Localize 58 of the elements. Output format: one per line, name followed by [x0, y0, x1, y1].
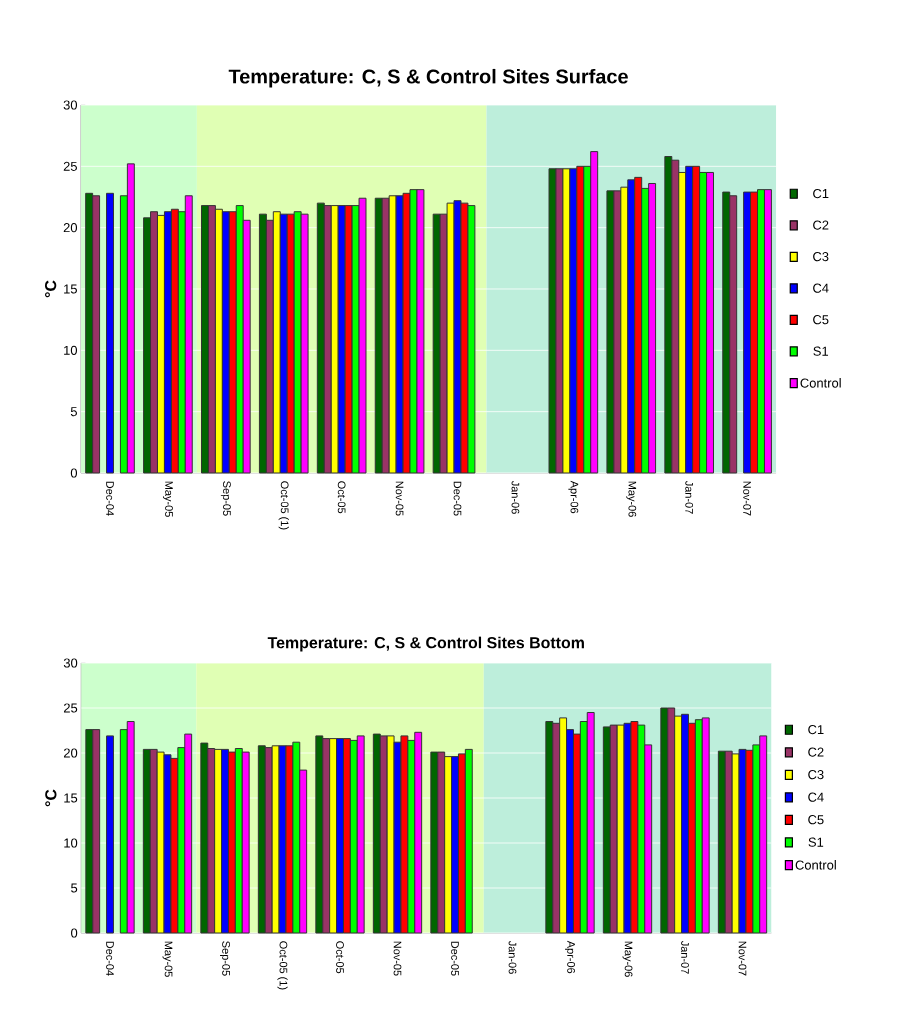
- y-tick-label: 25: [63, 703, 78, 713]
- x-tick-label: May-06: [622, 941, 633, 977]
- y-tick-label: 15: [64, 793, 78, 803]
- x-tick-label: Sep-05: [220, 481, 231, 516]
- legend-label: C3: [808, 770, 824, 780]
- legend-label: C1: [808, 724, 824, 735]
- legend-label: Control: [800, 378, 841, 388]
- y-tick-label: 5: [71, 883, 78, 893]
- legend-label: C2: [813, 220, 829, 230]
- x-tick-label: Jan-06: [508, 940, 517, 974]
- y-tick-label: 0: [70, 468, 78, 478]
- x-tick-label: May-05: [162, 481, 173, 517]
- y-tick-label: 25: [63, 161, 77, 171]
- legend-label: S1: [813, 346, 829, 356]
- y-tick-label: 30: [63, 658, 78, 668]
- y-tick-label: 20: [63, 748, 78, 758]
- x-tick-label: Dec-05: [451, 941, 459, 976]
- legend-label: C2: [808, 747, 824, 757]
- x-tick-label: Jan-06: [511, 480, 520, 514]
- x-tick-label: Nov-07: [743, 481, 751, 516]
- x-tick-label: Dec-05: [453, 481, 462, 516]
- legend-label: C4: [808, 792, 824, 802]
- chart-title: Temperature: C, S & Control Sites Surface: [228, 68, 628, 88]
- x-tick-label: Nov-05: [393, 941, 402, 976]
- legend-label: C1: [813, 188, 829, 199]
- x-tick-label: Jan-07: [685, 480, 694, 514]
- y-tick-label: 10: [64, 838, 78, 848]
- bar: [106, 735, 114, 934]
- chart-title: Temperature: C, S & Control Sites Bottom: [267, 636, 584, 652]
- bar: [106, 192, 114, 474]
- legend-label: C5: [808, 815, 824, 825]
- x-tick-label: Sep-05: [220, 941, 230, 976]
- x-tick-label: Oct-05: [337, 481, 346, 514]
- legend-label: S1: [808, 837, 824, 847]
- x-tick-label: May-05: [162, 941, 173, 977]
- x-tick-label: Nov-07: [738, 941, 747, 976]
- legend-label: C5: [813, 315, 829, 325]
- y-axis-title: °C: [45, 789, 57, 807]
- x-tick-label: Oct-05 (1): [278, 481, 289, 530]
- x-tick-label: Dec-04: [106, 941, 114, 976]
- x-tick-label: May-06: [626, 481, 637, 517]
- y-tick-label: 0: [71, 928, 78, 938]
- y-tick-label: 30: [63, 100, 78, 110]
- legend-label: C3: [813, 252, 829, 262]
- x-tick-label: Jan-07: [681, 940, 689, 974]
- y-tick-label: 15: [64, 284, 77, 294]
- x-tick-label: Apr-06: [565, 940, 575, 974]
- y-tick-label: 5: [70, 407, 77, 417]
- x-tick-label: Apr-06: [568, 480, 579, 514]
- x-tick-label: Nov-05: [395, 481, 404, 516]
- legend-label: C4: [813, 283, 829, 293]
- y-axis-title: °C: [45, 280, 57, 298]
- x-tick-label: Oct-05: [336, 941, 344, 974]
- legend-label: Control: [795, 860, 836, 870]
- y-tick-label: 10: [64, 345, 78, 355]
- x-tick-label: Dec-04: [106, 481, 114, 516]
- y-tick-label: 20: [63, 223, 78, 233]
- x-tick-label: Oct-05 (1): [277, 941, 288, 990]
